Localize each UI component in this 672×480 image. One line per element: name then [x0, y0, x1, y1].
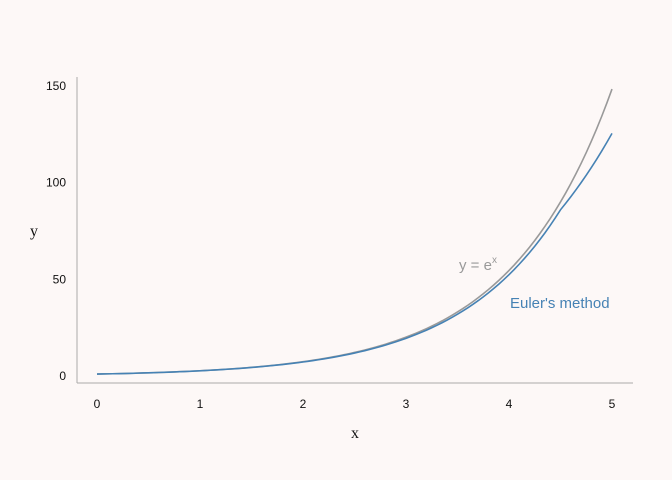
series-layer — [96, 88, 613, 375]
x-tick-label-0: 0 — [94, 397, 101, 411]
x-axis-title: x — [351, 425, 359, 442]
x-tick-label-4: 4 — [506, 397, 513, 411]
y-axis-title: y — [30, 223, 38, 240]
series-line-0 — [96, 88, 613, 375]
y-tick-label-0: 0 — [59, 369, 66, 383]
series-annotations: y = ex Euler's method — [459, 255, 610, 312]
x-tick-labels: 0 1 2 3 4 5 — [94, 397, 616, 411]
y-tick-label-100: 100 — [46, 176, 66, 190]
axes — [76, 77, 633, 384]
series-line-1 — [96, 132, 613, 375]
series-label-exact: y = ex — [459, 255, 497, 274]
x-tick-label-1: 1 — [197, 397, 204, 411]
x-tick-label-5: 5 — [609, 397, 616, 411]
y-tick-labels: 0 50 100 150 — [46, 79, 66, 383]
x-tick-label-2: 2 — [300, 397, 307, 411]
series-label-superscript: x — [492, 255, 497, 266]
y-tick-label-50: 50 — [53, 272, 67, 286]
series-label-euler: Euler's method — [510, 295, 610, 312]
x-tick-label-3: 3 — [403, 397, 410, 411]
y-tick-label-150: 150 — [46, 79, 66, 93]
